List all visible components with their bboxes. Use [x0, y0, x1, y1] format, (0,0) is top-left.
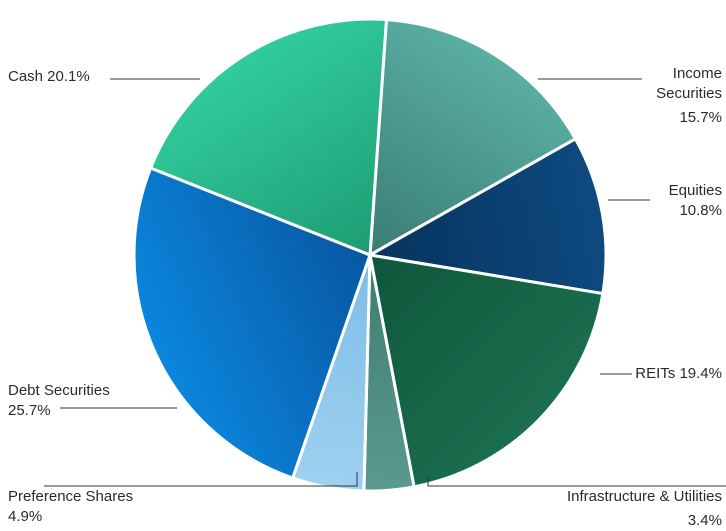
- label-infrastructure-utilities: Infrastructure & Utilities 3.4%: [567, 487, 722, 531]
- pie-slices: [132, 17, 608, 493]
- label-cash: Cash 20.1%: [8, 67, 90, 87]
- label-income-line2: Securities: [656, 85, 722, 102]
- label-pref-value: 4.9%: [8, 508, 43, 525]
- pie-slice-reits: [368, 253, 605, 489]
- label-equities: Equities 10.8%: [669, 181, 722, 221]
- label-income-line1: Income: [672, 65, 722, 82]
- pie-slice-income-securities: [368, 18, 577, 257]
- pie-slice-equities: [368, 137, 608, 296]
- label-income-securities: Income Securities 15.7%: [656, 64, 722, 128]
- label-equities-line1: Equities: [668, 182, 722, 199]
- leader-infrastructure-utilities: [427, 476, 726, 487]
- label-equities-value: 10.8%: [679, 202, 722, 219]
- pie-slice-cash: [149, 17, 388, 257]
- label-pref-line1: Preference Shares: [8, 488, 134, 505]
- leader-preference-shares: [44, 472, 358, 487]
- label-preference-shares: Preference Shares 4.9%: [8, 487, 133, 527]
- label-reits-line1: REITs 19.4%: [635, 365, 722, 382]
- leader-lines: [44, 78, 726, 487]
- label-infra-value: 3.4%: [687, 512, 722, 529]
- label-debt-securities: Debt Securities 25.7%: [8, 381, 110, 421]
- label-infra-line1: Infrastructure & Utilities: [566, 488, 722, 505]
- label-income-value: 15.7%: [679, 109, 722, 126]
- pie-slice-debt-securities: [132, 166, 372, 480]
- label-debt-value: 25.7%: [8, 402, 51, 419]
- label-reits: REITs 19.4%: [635, 364, 722, 384]
- label-cash-line1: Cash 20.1%: [8, 68, 90, 85]
- label-debt-line1: Debt Securities: [8, 382, 110, 399]
